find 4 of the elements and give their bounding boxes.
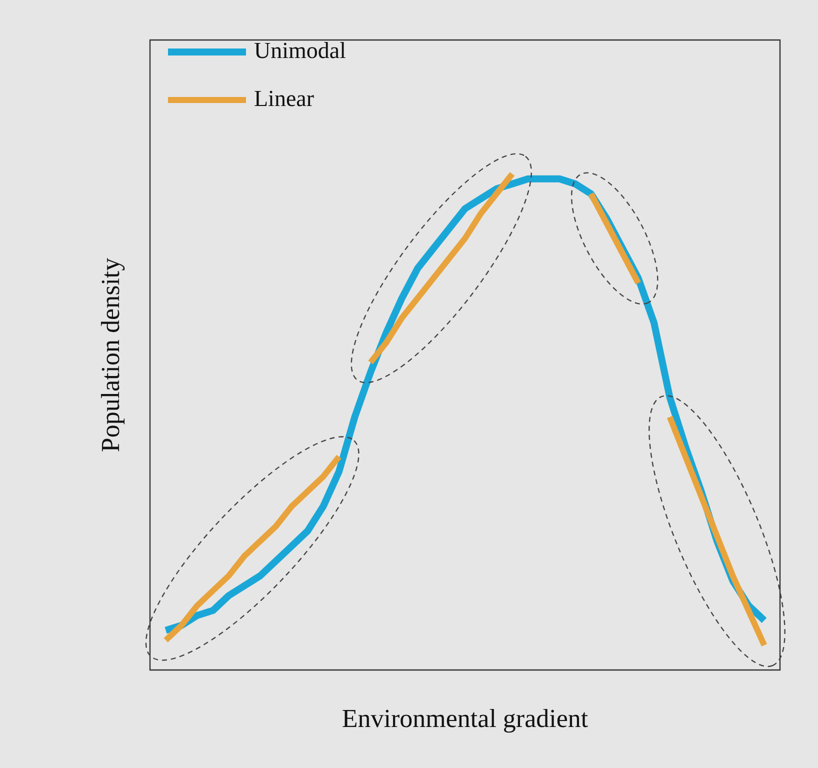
legend-label: Unimodal <box>254 38 346 64</box>
y-axis-title: Population density <box>96 258 125 452</box>
legend-label: Linear <box>254 86 314 112</box>
x-axis-title: Environmental gradient <box>342 704 589 733</box>
